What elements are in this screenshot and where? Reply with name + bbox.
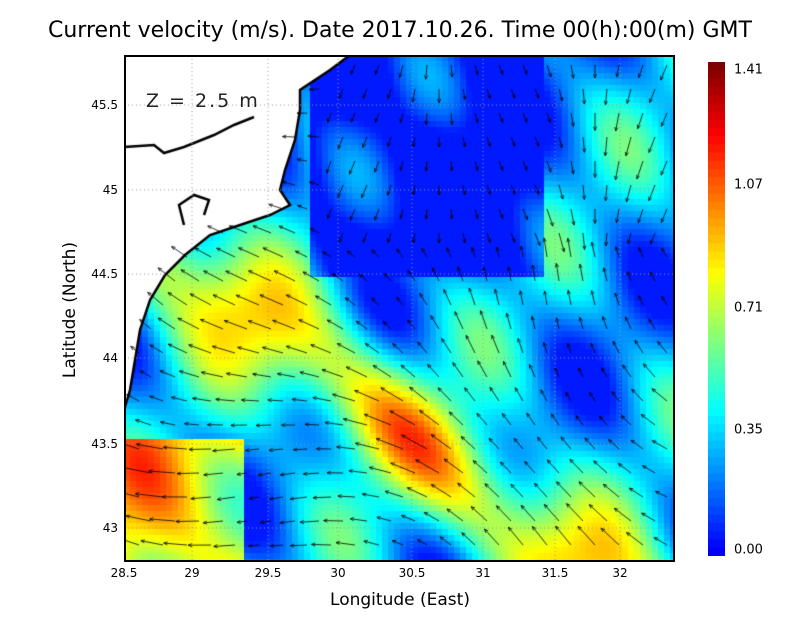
y-tick: 44 <box>102 351 118 365</box>
y-tick: 43.5 <box>91 437 118 451</box>
plot-title: Current velocity (m/s). Date 2017.10.26.… <box>48 18 752 43</box>
x-tick: 29.5 <box>254 566 282 580</box>
x-tick: 32 <box>612 566 628 580</box>
x-axis-label: Longitude (East) <box>330 590 470 610</box>
y-tick: 44.5 <box>91 267 118 281</box>
colorbar-tick: 1.07 <box>734 177 763 193</box>
x-tick: 30 <box>330 566 346 580</box>
x-tick: 30.5 <box>398 566 426 580</box>
colorbar-tick: 0.00 <box>734 542 763 558</box>
colorbar <box>708 62 725 556</box>
colorbar-tick: 1.41 <box>734 62 763 78</box>
depth-label: Z = 2.5 m <box>146 90 260 112</box>
plot-frame <box>124 55 675 562</box>
velocity-field-map <box>124 55 675 562</box>
x-tick: 31 <box>475 566 491 580</box>
y-tick: 43 <box>102 521 118 535</box>
y-axis-label: Latitude (North) <box>60 241 80 379</box>
colorbar-tick: 0.35 <box>734 422 763 438</box>
y-tick: 45 <box>102 183 118 197</box>
y-tick: 45.5 <box>91 98 118 112</box>
colorbar-tick: 0.71 <box>734 300 763 316</box>
x-tick: 31.5 <box>541 566 569 580</box>
x-tick: 28.5 <box>110 566 138 580</box>
x-tick: 29 <box>184 566 200 580</box>
